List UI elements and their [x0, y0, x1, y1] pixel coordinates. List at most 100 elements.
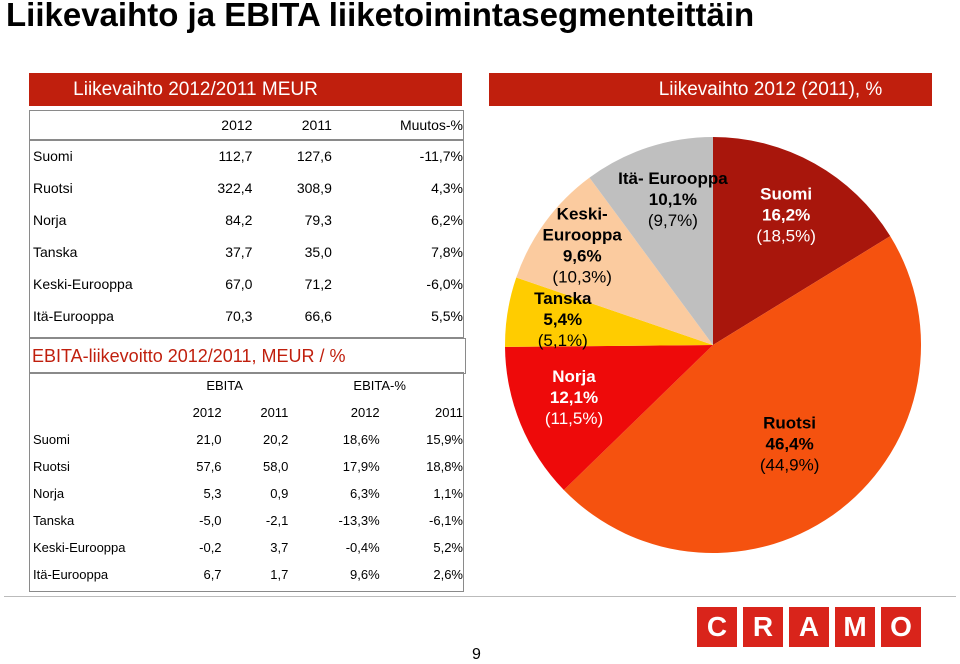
row-label: Keski-Eurooppa: [33, 540, 126, 555]
pie-slice-itä-eurooppa: [589, 137, 713, 345]
ebita-2012: 5,3: [203, 486, 222, 501]
ebita-pct-2011: 15,9%: [426, 432, 463, 447]
value-change: 7,8%: [431, 244, 463, 260]
pie-label-suomi: Suomi 16,2% (18,5%): [756, 184, 816, 245]
row-label: Ruotsi: [33, 459, 70, 474]
row-label: Norja: [33, 486, 65, 501]
value-change: -6,0%: [426, 276, 463, 292]
logo-letter: R: [743, 607, 783, 647]
pie-slices: [505, 137, 922, 554]
logo-letter: M: [835, 607, 875, 647]
value-2012: 84,2: [225, 212, 253, 228]
pie-label-previous: (11,5%): [545, 409, 603, 428]
ebita-pct-2011: 5,2%: [433, 540, 463, 555]
ebita-body-box: [29, 372, 464, 592]
table-row: Suomi 112,7 127,6 -11,7%: [29, 140, 467, 172]
pie-slice-suomi: [713, 137, 891, 345]
revenue-pie-chart: Suomi 16,2% (18,5%) Ruotsi 46,4% (44,9%) Norja…: [505, 137, 922, 554]
ebita-pct-2011: -6,1%: [429, 513, 463, 528]
pie-slice-norja: [505, 345, 713, 490]
pie-label-keski-eurooppa: Keski- Eurooppa 9,6% (10,3%): [543, 205, 623, 287]
pie-label-name: Ruotsi: [763, 414, 816, 433]
column-header: 2011: [435, 405, 463, 420]
revenue-table-body: Suomi 112,7 127,6 -11,7% Ruotsi 322,4 308,9 4,3…: [29, 140, 467, 332]
pie-label-value: 9,6%: [563, 247, 602, 266]
revenue-table: 2012 2011 Muutos-% Suomi 112,7 127,6 -11,7%…: [29, 110, 467, 332]
logo-letter: C: [697, 607, 737, 647]
column-header: 2011: [260, 405, 289, 420]
row-label: Suomi: [33, 148, 73, 164]
pie-label-name: Norja: [552, 367, 596, 386]
ebita-table: EBITA EBITA-% 2012 2011 2012 2011 Suomi 2…: [29, 372, 467, 588]
ebita-pct-2012: 9,6%: [350, 567, 380, 582]
pie-label-name: Eurooppa: [543, 226, 623, 245]
value-2012: 322,4: [217, 180, 253, 196]
ebita-pct-2011: 18,8%: [426, 459, 463, 474]
page-title: Liikevaihto ja EBITA liiketoimintasegmen…: [6, 0, 755, 33]
ebita-group-headers: EBITA EBITA-%: [29, 372, 467, 399]
table-row: Tanska -5,0 -2,1 -13,3% -6,1%: [29, 507, 467, 534]
ebita-2011: 0,9: [270, 486, 289, 501]
revenue-table-header-text: Liikevaihto 2012/2011 MEUR: [73, 78, 318, 100]
pie-label-previous: (18,5%): [756, 226, 816, 245]
pie-labels: Suomi 16,2% (18,5%) Ruotsi 46,4% (44,9%) Norja…: [534, 169, 819, 475]
pie-label-previous: (5,1%): [538, 331, 588, 350]
column-header: 2012: [350, 405, 380, 420]
ebita-2011: 3,7: [270, 540, 289, 555]
table-row: Ruotsi 57,6 58,0 17,9% 18,8%: [29, 453, 467, 480]
pie-label-name: Keski-: [557, 205, 608, 224]
pie-label-value: 16,2%: [762, 205, 810, 224]
revenue-body-box: [29, 139, 464, 338]
logo-letter: A: [789, 607, 829, 647]
pie-chart-header: Liikevaihto 2012 (2011), %: [489, 73, 932, 106]
row-label: Norja: [33, 212, 67, 228]
value-2012: 67,0: [225, 276, 253, 292]
ebita-2011: 20,2: [263, 432, 289, 447]
table-row: Norja 84,2 79,3 6,2%: [29, 204, 467, 236]
ebita-2011: 1,7: [270, 567, 289, 582]
ebita-pct-2012: -13,3%: [338, 513, 380, 528]
value-2011: 127,6: [296, 148, 332, 164]
pie-label-value: 5,4%: [543, 310, 582, 329]
pie-label-previous: (44,9%): [760, 456, 820, 475]
pie-slice-keski-eurooppa: [516, 177, 713, 345]
footer-divider: [4, 596, 956, 597]
ebita-pct-2012: 17,9%: [342, 459, 380, 474]
pie-label-value: 46,4%: [765, 435, 813, 454]
ebita-pct-2012: 18,6%: [342, 432, 380, 447]
column-header: 2011: [301, 117, 332, 133]
pie-label-value: 12,1%: [550, 388, 598, 407]
row-label: Tanska: [33, 513, 75, 528]
value-change: 6,2%: [431, 212, 463, 228]
ebita-2012: -0,2: [199, 540, 222, 555]
pie-label-previous: (10,3%): [552, 268, 612, 287]
ebita-2012: 21,0: [196, 432, 222, 447]
row-label: Tanska: [33, 244, 78, 260]
value-change: -11,7%: [419, 148, 463, 164]
pie-label-previous: (9,7%): [648, 211, 698, 230]
value-2011: 79,3: [304, 212, 332, 228]
row-label: Itä-Eurooppa: [33, 567, 109, 582]
ebita-pct-2011: 2,6%: [433, 567, 463, 582]
pie-label-tanska: Tanska 5,4% (5,1%): [534, 289, 592, 350]
row-label: Itä-Eurooppa: [33, 308, 114, 324]
pie-label-norja: Norja 12,1% (11,5%): [545, 367, 603, 428]
page-number: 9: [472, 646, 481, 663]
ebita-2012: -5,0: [199, 513, 222, 528]
table-row: Itä-Eurooppa 6,7 1,7 9,6% 2,6%: [29, 561, 467, 588]
ebita-2012: 6,7: [203, 567, 222, 582]
row-label: Suomi: [33, 432, 70, 447]
pie-label-value: 10,1%: [649, 190, 697, 209]
ebita-2011: -2,1: [265, 513, 289, 528]
ebita-table-body: Suomi 21,0 20,2 18,6% 15,9% Ruotsi 57,6 58,0 17,…: [29, 426, 467, 588]
table-row: Norja 5,3 0,9 6,3% 1,1%: [29, 480, 467, 507]
value-2011: 71,2: [304, 276, 332, 292]
table-row: Tanska 37,7 35,0 7,8%: [29, 236, 467, 268]
table-row: Keski-Eurooppa -0,2 3,7 -0,4% 5,2%: [29, 534, 467, 561]
table-row: Itä-Eurooppa 70,3 66,6 5,5%: [29, 300, 467, 332]
group-header: EBITA: [206, 378, 243, 393]
pie-chart-title: Liikevaihto 2012 (2011), %: [658, 78, 883, 100]
ebita-2011: 58,0: [263, 459, 289, 474]
pie-label-name: Tanska: [534, 289, 592, 308]
